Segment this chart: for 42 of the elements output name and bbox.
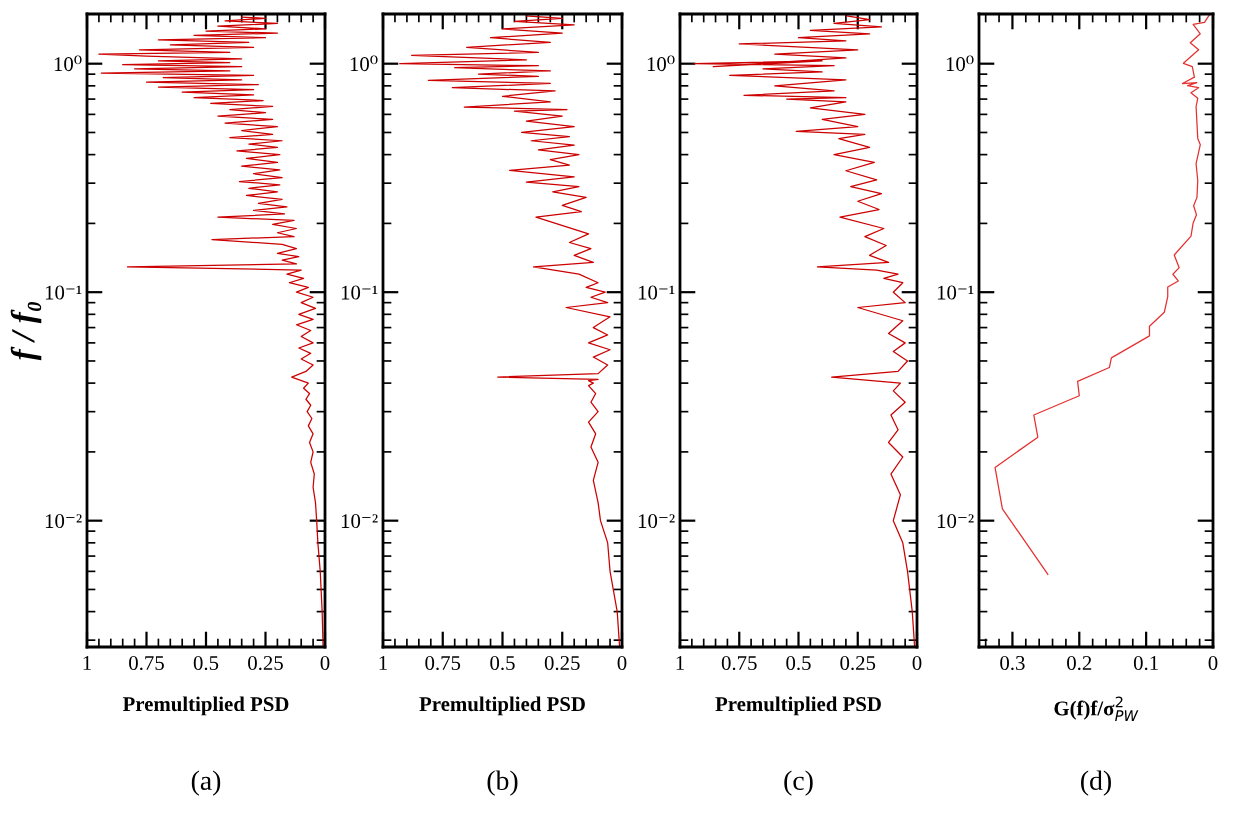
x-axis-title: Premultiplied PSD bbox=[715, 696, 881, 716]
x-axis-title: G(f)f/σ$^{2}$$_{PW}$ bbox=[1054, 696, 1139, 721]
y-tick-label: 10⁰ bbox=[647, 55, 675, 72]
text: (c) bbox=[784, 770, 813, 796]
x-tick-label: 1 bbox=[379, 656, 387, 670]
y-tick-label: 10⁻¹ bbox=[341, 285, 378, 300]
x-tick-label: 0.75 bbox=[721, 655, 757, 671]
x-axis-title: Premultiplied PSD bbox=[122, 696, 289, 716]
x-tick-label: 0.1 bbox=[1133, 655, 1158, 671]
x-tick-label: 0.75 bbox=[425, 655, 461, 671]
line-series bbox=[994, 14, 1211, 576]
x-tick-label: 0.5 bbox=[490, 655, 515, 671]
x-tick-label: 1 bbox=[83, 656, 91, 670]
text: (a) bbox=[191, 770, 221, 796]
text: (b) bbox=[487, 770, 518, 796]
x-tick-label: 0 bbox=[617, 655, 627, 670]
x-tick-label: 1 bbox=[676, 656, 684, 670]
text: (d) bbox=[1081, 770, 1111, 796]
x-tick-label: 0.75 bbox=[129, 655, 164, 671]
y-tick-label: 10⁻² bbox=[638, 514, 675, 529]
y-tick-label: 10⁰ bbox=[946, 55, 974, 72]
x-tick-label: 0.2 bbox=[1067, 655, 1092, 671]
x-tick-label: 0.25 bbox=[840, 655, 876, 671]
x-tick-label: 0.25 bbox=[544, 655, 580, 671]
x-tick-label: 0 bbox=[1208, 655, 1218, 670]
x-tick-label: 0.3 bbox=[1000, 655, 1025, 671]
y-tick-label: 10⁰ bbox=[350, 55, 378, 72]
y-tick-label: 10⁻¹ bbox=[45, 285, 82, 300]
x-tick-label: 0.5 bbox=[786, 655, 811, 671]
y-tick-label: 10⁻¹ bbox=[638, 285, 675, 300]
x-tick-label: 0.5 bbox=[193, 655, 219, 671]
x-tick-label: 0 bbox=[320, 655, 330, 670]
y-tick-label: 10⁻² bbox=[341, 514, 378, 529]
y-tick-label: 10⁻¹ bbox=[937, 285, 974, 300]
y-tick-label: 10⁰ bbox=[54, 55, 82, 72]
x-axis-title: Premultiplied PSD bbox=[419, 696, 585, 716]
x-tick-label: 0 bbox=[912, 655, 922, 670]
line-series bbox=[98, 16, 324, 647]
y-tick-label: 10⁻² bbox=[937, 514, 974, 529]
x-tick-label: 0.25 bbox=[248, 655, 283, 671]
y-tick-label: 10⁻² bbox=[45, 514, 82, 529]
y-axis-title: f / f₀ bbox=[10, 302, 42, 361]
